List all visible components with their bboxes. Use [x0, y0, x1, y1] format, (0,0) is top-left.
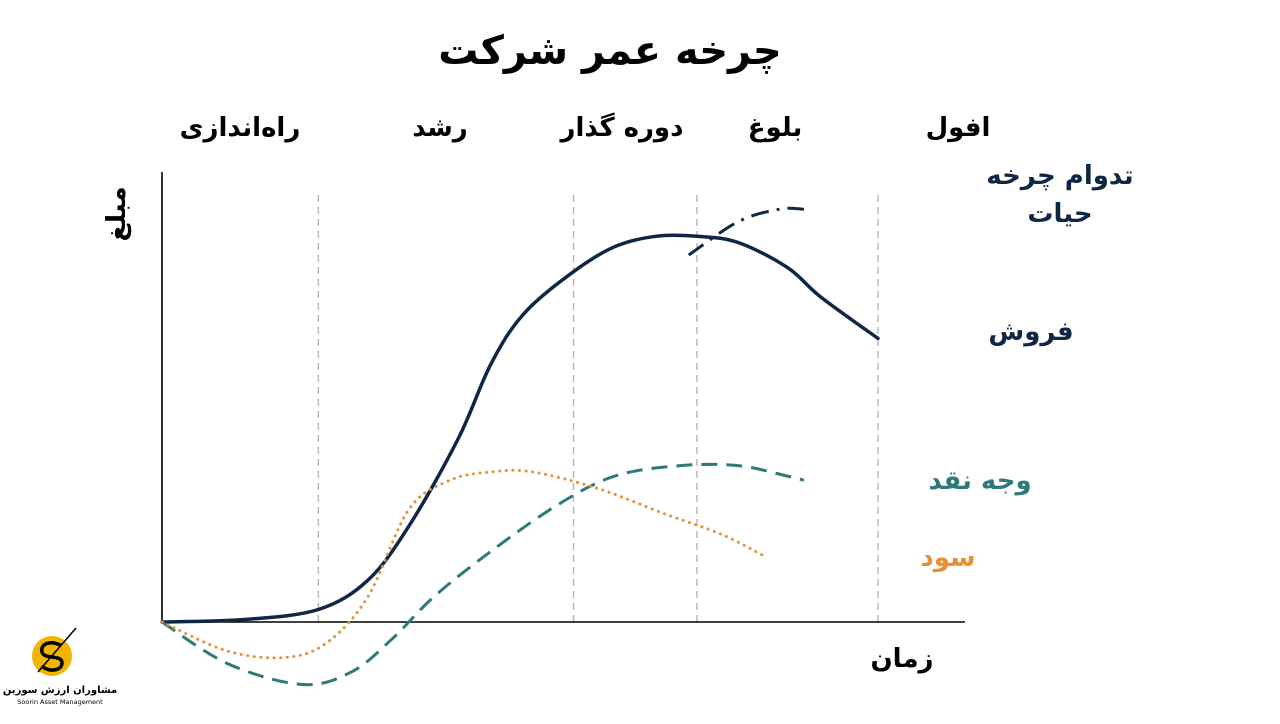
logo-s-mark-icon	[40, 641, 64, 672]
series-lines	[160, 206, 880, 687]
stage-label-5: افول	[926, 113, 991, 143]
series-line-life-cycle-continuation	[687, 206, 804, 257]
series-label-sales: فروش	[988, 317, 1073, 347]
stage-label-3: دوره گذار	[559, 112, 684, 143]
stage-label-4: بلوغ	[748, 113, 802, 143]
series-labels: فروش تدوام چرخه حیات وجه نقد سود	[920, 161, 1133, 573]
series-line-sales	[160, 233, 880, 624]
series-label-life-cycle-continuation: تدوام چرخه حیات	[986, 161, 1133, 229]
chart-title: چرخه عمر شرکت	[438, 28, 782, 74]
stage-label-2: رشد	[412, 113, 468, 143]
logo-swoosh-icon	[37, 627, 77, 673]
x-axis-label: زمان	[870, 644, 933, 674]
series-label-profit: سود	[920, 543, 975, 573]
series-line-cash	[161, 462, 805, 687]
y-axis-label: مبلغ	[102, 186, 132, 241]
series-line-profit	[160, 468, 765, 660]
company-logo: مشاوران ارزش سورین Soorin Asset Manageme…	[3, 627, 117, 706]
logo-name-en: Soorin Asset Management	[17, 698, 103, 706]
logo-name-fa: مشاوران ارزش سورین	[3, 685, 117, 696]
series-label-cash: وجه نقد	[928, 466, 1031, 496]
stage-labels: راه‌اندازی رشد دوره گذار بلوغ افول	[180, 112, 991, 143]
stage-label-1: راه‌اندازی	[180, 113, 301, 143]
stage-boundaries	[317, 195, 879, 622]
